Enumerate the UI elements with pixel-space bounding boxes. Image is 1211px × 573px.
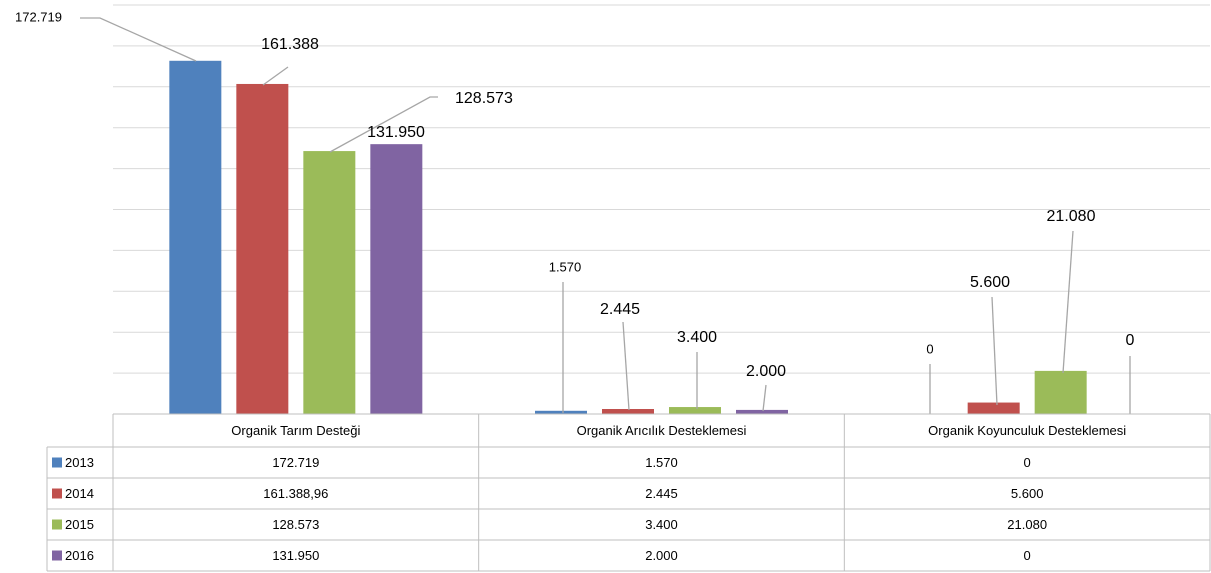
bar: [236, 83, 289, 414]
leader-line: [762, 384, 767, 412]
data-label: 2.000: [746, 363, 786, 380]
legend-swatch: [52, 457, 62, 468]
table-cell: 0: [1024, 548, 1031, 563]
table-cell: 128.573: [272, 517, 319, 532]
legend-label: 2016: [65, 548, 94, 563]
legend-label: 2015: [65, 517, 94, 532]
data-label: 21.080: [1047, 208, 1096, 225]
leader-line: [622, 321, 630, 411]
bar: [303, 151, 356, 414]
data-label: 0: [926, 341, 933, 356]
data-label: 161.388: [261, 36, 319, 53]
data-label: 128.573: [455, 90, 513, 107]
table-cell: 5.600: [1011, 486, 1044, 501]
bar: [535, 410, 587, 414]
data-label: 172.719: [15, 9, 62, 24]
legend-label: 2013: [65, 455, 94, 470]
legend-swatch: [52, 550, 62, 561]
data-label: 131.950: [367, 124, 425, 141]
data-label: 5.600: [970, 274, 1010, 291]
table-cell: 172.719: [272, 455, 319, 470]
bar: [669, 407, 721, 414]
table-cell: 2.445: [645, 486, 678, 501]
leader-line: [329, 96, 438, 153]
legend-swatch: [52, 488, 62, 499]
legend-swatch: [52, 519, 62, 530]
bar: [967, 402, 1020, 414]
table-header: Organik Tarım Desteği: [231, 423, 360, 438]
data-label: 2.445: [600, 301, 640, 318]
table-cell: 0: [1024, 455, 1031, 470]
table-cell: 1.570: [645, 455, 678, 470]
bar: [1034, 370, 1087, 414]
leader-line: [991, 296, 998, 406]
leader-line: [1062, 230, 1074, 374]
table-cell: 2.000: [645, 548, 678, 563]
leader-line: [80, 17, 197, 62]
data-label: 0: [1126, 332, 1135, 349]
leader-line: [262, 66, 289, 86]
legend-label: 2014: [65, 486, 94, 501]
bar: [602, 408, 654, 414]
data-label: 1.570: [549, 259, 582, 274]
table-cell: 131.950: [272, 548, 319, 563]
table-cell: 3.400: [645, 517, 678, 532]
bar: [370, 144, 423, 415]
bar: [736, 409, 788, 414]
table-header: Organik Koyunculuk Desteklemesi: [928, 423, 1126, 438]
table-cell: 161.388,96: [263, 486, 328, 501]
bar: [169, 60, 222, 415]
data-label: 3.400: [677, 329, 717, 346]
table-cell: 21.080: [1007, 517, 1047, 532]
table-header: Organik Arıcılık Desteklemesi: [577, 423, 747, 438]
